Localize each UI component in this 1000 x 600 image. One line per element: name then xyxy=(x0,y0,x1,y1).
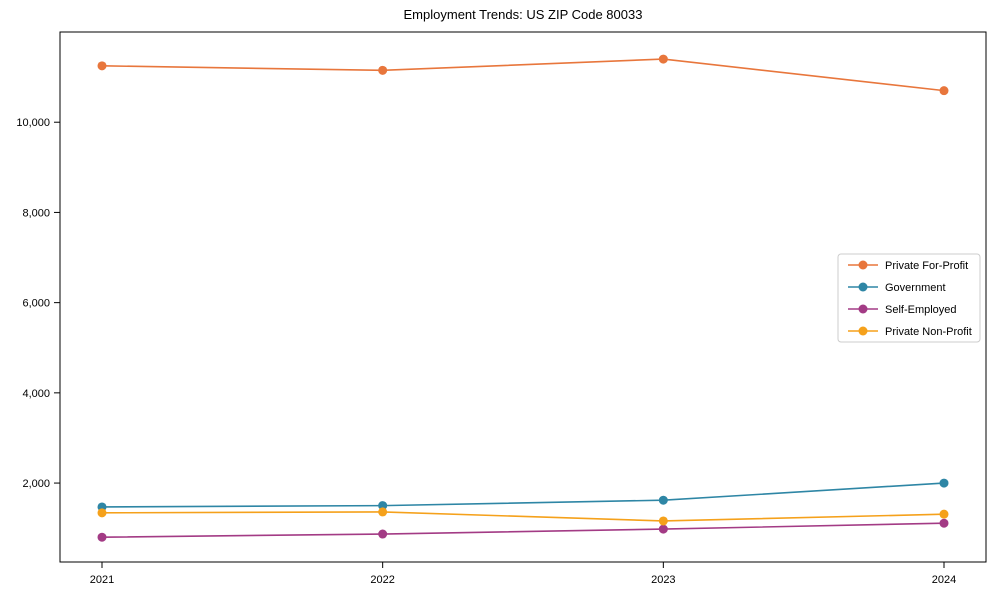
y-axis-tick-label: 8,000 xyxy=(22,207,50,219)
series-point-private-for-profit xyxy=(97,61,107,71)
y-axis-tick-label: 4,000 xyxy=(22,388,50,400)
legend-marker-point-private-non-profit xyxy=(858,326,868,336)
x-axis-tick-label: 2024 xyxy=(932,574,956,586)
x-axis-tick-label: 2022 xyxy=(370,574,394,586)
legend-label-private-for-profit: Private For-Profit xyxy=(885,260,968,272)
legend-box xyxy=(837,253,981,343)
legend-marker-point-government xyxy=(858,282,868,292)
legend-marker-point-self-employed xyxy=(858,304,868,314)
legend-label-self-employed: Self-Employed xyxy=(885,304,957,316)
series-point-private-for-profit xyxy=(378,65,388,75)
legend-label-private-non-profit: Private Non-Profit xyxy=(885,326,972,338)
series-point-private-non-profit xyxy=(97,508,107,518)
series-point-self-employed xyxy=(378,529,388,539)
series-line-self-employed xyxy=(101,522,945,538)
series-point-self-employed xyxy=(658,524,668,534)
x-axis-tick-label: 2023 xyxy=(651,574,675,586)
series-point-government xyxy=(658,495,668,505)
legend-marker-point-private-for-profit xyxy=(858,260,868,270)
y-axis-tick-label: 2,000 xyxy=(22,478,50,490)
series-point-private-non-profit xyxy=(658,516,668,526)
series-point-private-for-profit xyxy=(658,54,668,64)
series-line-private-for-profit xyxy=(101,58,945,92)
legend-label-government: Government xyxy=(885,282,946,294)
y-axis-tick-label: 6,000 xyxy=(22,298,50,310)
series-point-government xyxy=(939,478,949,488)
plot-border xyxy=(59,31,987,563)
series-point-self-employed xyxy=(939,518,949,528)
series-point-private-for-profit xyxy=(939,86,949,96)
chart-title: Employment Trends: US ZIP Code 80033 xyxy=(403,7,643,22)
series-line-government xyxy=(101,482,945,508)
series-point-private-non-profit xyxy=(378,507,388,517)
y-axis-tick-label: 10,000 xyxy=(16,117,50,129)
series-point-self-employed xyxy=(97,532,107,542)
series-point-government xyxy=(378,501,388,511)
series-point-private-non-profit xyxy=(939,509,949,519)
series-line-private-non-profit xyxy=(101,511,945,522)
x-axis-tick-label: 2021 xyxy=(90,574,114,586)
